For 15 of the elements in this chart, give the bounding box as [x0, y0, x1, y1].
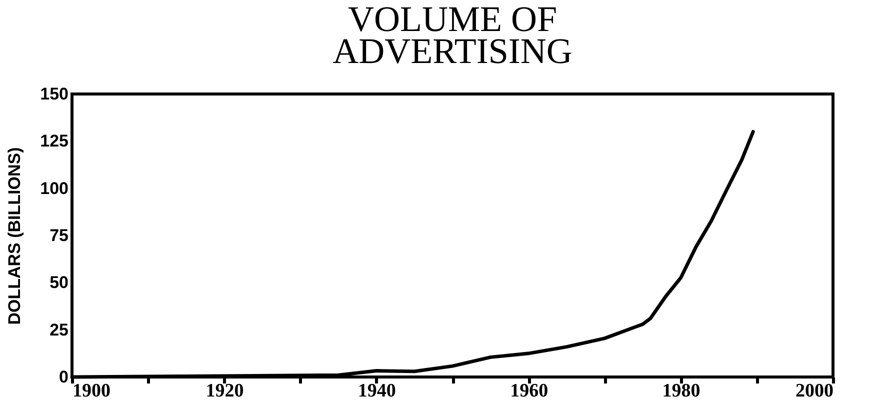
- x-tick-label: 1980: [662, 380, 700, 402]
- x-tick-label: 1960: [510, 380, 548, 402]
- y-tick-label: 0: [59, 368, 68, 386]
- x-tick-label: 1920: [206, 380, 244, 402]
- y-tick-label: 100: [40, 178, 68, 198]
- x-tick-label: 2000: [796, 380, 834, 402]
- y-axis-title: DOLLARS (BILLIONS): [5, 147, 24, 325]
- x-tick-label: 1940: [358, 380, 396, 402]
- chart-title: VOLUME OF ADVERTISING: [332, 0, 572, 71]
- y-tick-label: 150: [40, 84, 68, 104]
- y-tick-label: 125: [40, 132, 68, 151]
- y-tick-label: 25: [50, 320, 68, 340]
- x-tick-label: 1900: [72, 380, 110, 402]
- y-tick-label: 75: [50, 226, 68, 245]
- y-tick-label: 50: [50, 273, 68, 292]
